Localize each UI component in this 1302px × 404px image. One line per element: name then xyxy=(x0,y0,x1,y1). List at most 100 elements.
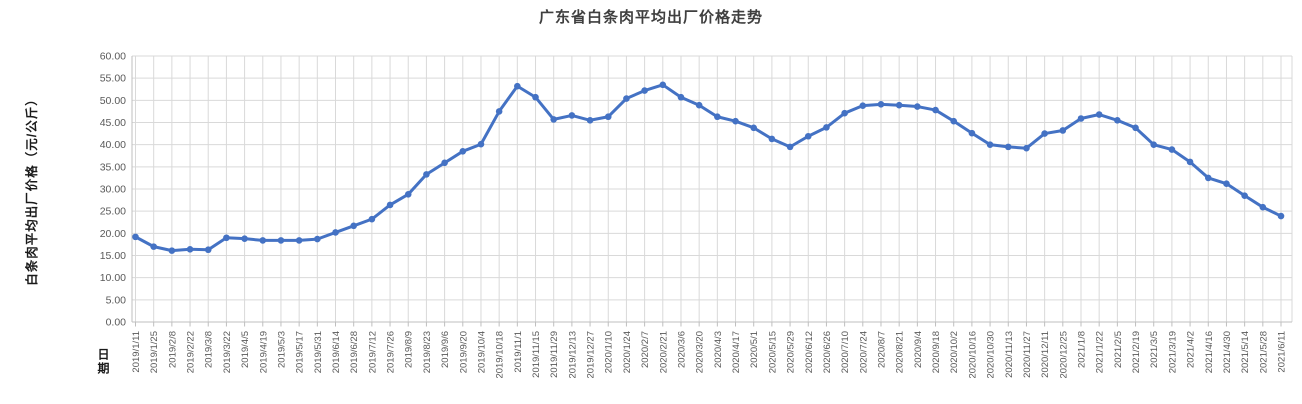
x-tick-label: 2019/9/6 xyxy=(440,331,451,368)
x-tick-label: 2020/2/21 xyxy=(658,331,669,373)
x-tick-label: 2019/10/4 xyxy=(476,331,487,373)
y-tick-label: 5.00 xyxy=(106,294,127,306)
data-point xyxy=(750,124,758,132)
x-tick-label: 2020/11/27 xyxy=(1022,331,1033,378)
price-series xyxy=(132,81,1285,254)
data-point xyxy=(1004,143,1012,151)
data-point xyxy=(295,237,303,244)
y-tick-label: 15.00 xyxy=(100,250,126,262)
data-point xyxy=(404,191,412,198)
x-tick-label: 2020/4/3 xyxy=(713,331,724,368)
x-tick-label: 2019/1/25 xyxy=(149,331,160,373)
x-tick-label: 2020/1/10 xyxy=(604,331,615,373)
x-tick-label: 2020/12/11 xyxy=(1040,331,1051,378)
x-tick-label: 2021/5/14 xyxy=(1240,331,1251,373)
data-point xyxy=(895,101,903,109)
x-tick-label: 2020/7/24 xyxy=(858,331,869,373)
x-tick-label: 2019/6/14 xyxy=(331,331,342,373)
data-point xyxy=(204,246,212,254)
y-tick-label: 40.00 xyxy=(100,139,126,151)
x-tick-label: 2019/11/1 xyxy=(513,331,524,373)
y-tick-label: 35.00 xyxy=(100,161,126,173)
x-tick-label: 2019/8/23 xyxy=(422,331,433,373)
x-tick-label: 2020/7/10 xyxy=(840,331,851,373)
data-point xyxy=(604,113,612,121)
x-tick-label: 2019/7/12 xyxy=(367,331,378,373)
data-point xyxy=(386,201,394,209)
data-point xyxy=(459,148,467,155)
x-tick-label: 2020/4/17 xyxy=(731,331,742,373)
x-tick-label: 2020/10/30 xyxy=(986,331,997,379)
data-point xyxy=(568,112,576,119)
x-tick-label: 2019/7/26 xyxy=(386,331,397,373)
x-axis-title: 日期 xyxy=(96,348,110,376)
data-point xyxy=(1041,130,1048,137)
data-point xyxy=(314,235,321,243)
data-point xyxy=(1259,203,1267,211)
x-tick-label: 2019/5/31 xyxy=(313,331,324,373)
x-tick-label: 2021/2/19 xyxy=(1131,331,1142,373)
x-tick-label: 2020/5/29 xyxy=(786,331,797,373)
data-point xyxy=(1168,146,1176,153)
x-tick-label: 2020/8/7 xyxy=(876,331,887,368)
x-tick-label: 2019/12/27 xyxy=(586,331,597,379)
y-tick-label: 30.00 xyxy=(100,184,126,196)
data-point xyxy=(1150,141,1158,148)
y-tick-label: 60.00 xyxy=(100,51,126,63)
data-point xyxy=(914,103,921,110)
x-tick-label: 2019/3/8 xyxy=(204,331,215,368)
data-point xyxy=(932,106,939,114)
x-tick-label: 2019/9/20 xyxy=(458,331,469,373)
data-point xyxy=(223,234,230,242)
y-tick-label: 45.00 xyxy=(100,117,126,129)
x-tick-label: 2021/3/5 xyxy=(1149,331,1160,368)
x-tick-label: 2021/1/22 xyxy=(1095,331,1106,373)
x-tick-label: 2021/4/30 xyxy=(1222,331,1233,373)
x-tick-label: 2020/2/7 xyxy=(640,331,651,368)
data-point xyxy=(950,117,958,125)
x-tick-label: 2019/2/22 xyxy=(186,331,197,373)
y-tick-label: 10.00 xyxy=(100,272,126,284)
data-point xyxy=(1223,180,1230,187)
data-point xyxy=(968,129,976,137)
data-point xyxy=(332,229,339,236)
chart-title: 广东省白条肉平均出厂价格走势 xyxy=(538,9,763,26)
x-tick-label: 2020/10/16 xyxy=(967,331,978,379)
x-tick-label: 2021/4/2 xyxy=(1186,331,1197,368)
x-tick-label: 2019/11/29 xyxy=(549,331,560,378)
x-tick-label: 2019/2/8 xyxy=(167,331,178,368)
data-point xyxy=(768,135,776,143)
data-point xyxy=(623,95,630,102)
price-line xyxy=(134,83,1283,253)
x-tick-label: 2019/8/9 xyxy=(404,331,415,368)
data-point xyxy=(641,87,648,94)
x-tick-label: 2019/10/18 xyxy=(495,331,506,379)
y-axis-title: 白条肉平均出厂价格（元/公斤） xyxy=(24,92,39,285)
x-tick-label: 2021/2/5 xyxy=(1113,331,1124,368)
x-tick-label: 2021/4/16 xyxy=(1204,331,1215,373)
data-point xyxy=(659,81,667,89)
data-point xyxy=(1114,116,1121,124)
data-point xyxy=(859,102,867,109)
x-tick-label: 2020/12/25 xyxy=(1058,331,1069,379)
data-point xyxy=(1095,111,1103,118)
data-point xyxy=(786,143,794,151)
x-tick-label: 2021/5/28 xyxy=(1258,331,1269,373)
data-point xyxy=(1023,144,1030,152)
data-point xyxy=(877,101,885,108)
y-tick-label: 55.00 xyxy=(100,73,126,85)
x-tick-label: 2020/1/24 xyxy=(622,331,633,373)
x-tick-label: 2021/6/11 xyxy=(1277,331,1288,373)
data-point xyxy=(350,222,357,230)
y-tick-label: 50.00 xyxy=(100,95,126,107)
data-point xyxy=(441,159,448,167)
axes xyxy=(131,56,1292,327)
data-point xyxy=(1241,192,1248,199)
x-tick-label: 2020/5/15 xyxy=(767,331,778,373)
x-tick-label: 2019/5/3 xyxy=(276,331,287,368)
data-point xyxy=(186,245,194,253)
y-tick-label: 25.00 xyxy=(100,206,126,218)
data-point xyxy=(1132,124,1139,132)
data-point xyxy=(514,82,521,90)
